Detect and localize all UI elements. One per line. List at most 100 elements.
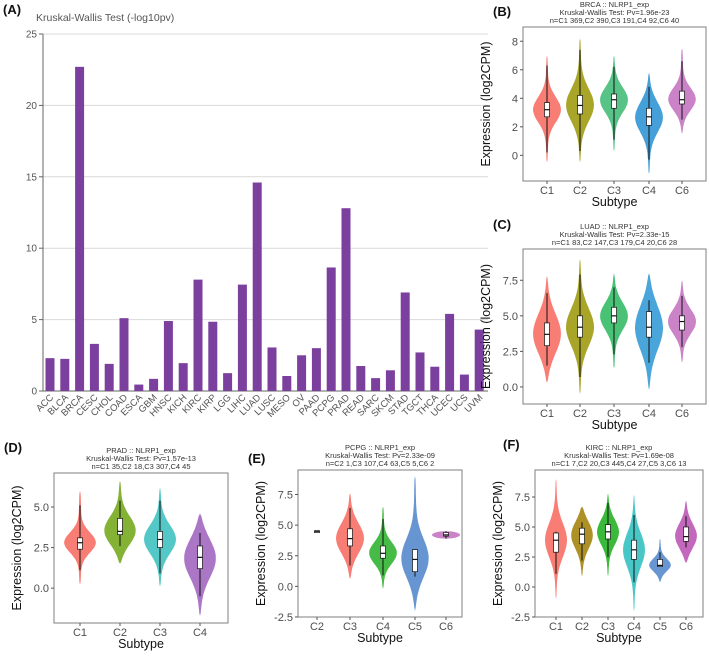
x-tick-label: C1 (540, 185, 554, 197)
bar-acc (45, 358, 55, 391)
violin-group-c4: C4 (369, 506, 397, 633)
panel-label: (A) (3, 2, 21, 17)
bar-chol (104, 363, 114, 391)
y-tick-label: 7.5 (278, 490, 293, 502)
y-axis-title: Expression (log2CPM) (479, 264, 493, 389)
box (611, 93, 617, 109)
x-tick-label: C5 (408, 621, 422, 633)
x-tick-label: C6 (675, 408, 689, 420)
y-tick-label: 25 (26, 30, 38, 41)
x-tick-label: C4 (627, 621, 641, 633)
bar-skcm (385, 370, 395, 391)
x-tick-label: C2 (310, 621, 324, 633)
x-tick-label: C6 (439, 621, 453, 633)
x-axis-title: Subtype (592, 418, 638, 432)
panel-label: (C) (493, 217, 511, 232)
violin-group-c2: C2 (566, 259, 594, 420)
box (611, 306, 617, 324)
violin-group-c6: C6 (432, 531, 460, 633)
box (657, 559, 663, 567)
y-tick-label: 2.5 (278, 551, 293, 563)
violin-group-c5: C5 (649, 539, 671, 633)
bar-ov (297, 355, 307, 391)
x-tick-label: C2 (113, 627, 127, 639)
y-tick-label: 5.0 (515, 522, 530, 534)
violin-shape (401, 476, 429, 611)
violin-group-c4: C4 (623, 494, 645, 633)
y-axis-title: Expression (log2CPM) (10, 485, 24, 610)
violin-group-c3: C3 (144, 487, 176, 639)
y-tick-label: 8 (512, 36, 518, 48)
bar-lihc (237, 284, 247, 391)
bar-hnsc (163, 321, 173, 391)
box (683, 526, 689, 542)
y-tick-label: 5.0 (503, 311, 518, 323)
bar-ucs (459, 374, 469, 391)
panel-title-line: KIRC :: NLRP1_exp (586, 443, 653, 452)
panel-label: (B) (493, 4, 511, 19)
y-tick-label: 7.5 (503, 275, 518, 287)
bar-gbm (149, 378, 159, 391)
x-tick-label: C5 (653, 621, 667, 633)
bar-tgct (415, 352, 425, 391)
x-axis-title: Subtype (592, 195, 638, 209)
y-tick-label: 20 (26, 101, 38, 112)
panel-title-line: Kruskal-Wallis Test: Pv=1.57e-13 (86, 454, 196, 463)
bar-kich (178, 363, 188, 391)
violin-group-c4: C4 (635, 273, 663, 420)
bar-stad (400, 292, 410, 391)
bar-esca (134, 384, 144, 391)
x-tick-label: C1 (73, 627, 87, 639)
box (577, 315, 583, 338)
violin-group-c5: C5 (401, 476, 429, 633)
bar-pcpg (326, 267, 336, 391)
panel-title-line: Kruskal-Wallis Test: Pv=2.33e-09 (325, 451, 435, 460)
violin-group-c3: C3 (600, 55, 628, 197)
box (380, 545, 386, 559)
box (579, 527, 585, 545)
y-tick-label: 0.0 (503, 382, 518, 394)
bar-lusc (267, 347, 277, 391)
x-tick-label: C2 (575, 621, 589, 633)
box (646, 311, 652, 338)
x-tick-label: C4 (193, 627, 207, 639)
violin-group-c1: C1 (533, 55, 561, 197)
y-tick-label: 15 (26, 172, 38, 183)
x-tick-label: C3 (607, 408, 621, 420)
box (117, 518, 123, 535)
violin-group-c2: C2 (566, 38, 594, 197)
x-axis-title: Subtype (596, 631, 642, 645)
y-axis-title: Expression (log2CPM) (254, 481, 268, 606)
box (577, 95, 583, 115)
panel-title-line: PCPG :: NLRP1_exp (345, 443, 415, 452)
bar-read (356, 366, 366, 391)
y-tick-label: 5.0 (278, 520, 293, 532)
violin-group-c3: C3 (600, 273, 628, 420)
y-tick-label: 2.5 (515, 552, 530, 564)
bar-kirc (193, 279, 203, 391)
bar-uvm (474, 329, 484, 391)
panel-label: (D) (4, 440, 22, 455)
y-tick-label: 2.5 (34, 543, 49, 555)
box (443, 532, 449, 537)
violin-group-c4: C4 (635, 72, 663, 197)
y-tick-label: 5 (31, 315, 37, 326)
bar-coad (119, 318, 129, 391)
y-axis-title: Expression (log2CPM) (479, 41, 493, 166)
y-tick-label: 0 (512, 150, 518, 162)
bar-blca (60, 358, 70, 391)
violin-group-c1: C1 (64, 490, 96, 639)
bar-ucec (445, 313, 455, 391)
bar-luad (252, 182, 262, 391)
y-tick-label: 0 (31, 387, 37, 398)
box (679, 315, 685, 331)
violin-group-c4: C4 (184, 513, 216, 639)
box (347, 528, 353, 547)
y-tick-label: 2 (512, 122, 518, 134)
x-tick-label: C1 (540, 408, 554, 420)
bar-brca (75, 66, 85, 392)
panel-title-line: n=C1 83,C2 147,C3 179,C4 20,C6 28 (552, 238, 677, 247)
x-tick-label: C3 (343, 621, 357, 633)
bar-prad (341, 208, 351, 391)
